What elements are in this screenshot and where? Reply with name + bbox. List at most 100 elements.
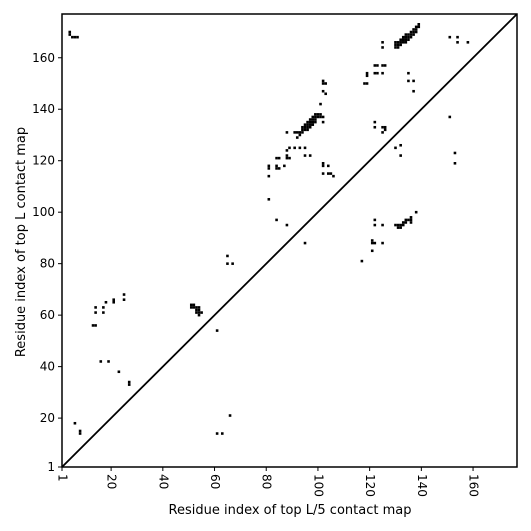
contact-point [127,383,131,386]
contact-point [404,33,408,36]
contact-point [414,210,418,214]
contact-point [303,241,307,245]
contact-point [215,329,219,332]
contact-point [277,156,281,160]
x-tick-label: 80 [260,474,274,489]
contact-point [396,223,400,227]
contact-point [409,218,413,222]
contact-point [127,380,131,384]
contact-point [71,35,74,39]
contact-point [226,254,229,258]
y-tick-label: 80 [40,257,55,271]
contact-point [404,38,408,42]
contact-point [381,46,384,49]
contact-point [401,35,405,39]
contact-point [117,370,121,374]
contact-point [122,293,126,296]
contact-point [197,313,201,317]
contact-point [288,156,291,160]
contact-point [383,128,387,132]
contact-point [401,38,405,42]
contact-point [381,131,384,134]
contact-point [78,432,82,435]
contact-point [417,23,421,26]
contact-point [285,223,289,227]
contact-point [373,120,377,124]
contact-point [303,125,307,129]
contact-point [394,223,397,227]
contact-point [220,432,224,435]
contact-point [448,115,452,119]
contact-point [409,35,413,39]
contact-point [373,64,377,67]
contact-point [399,43,402,47]
contact-point [68,33,72,36]
contact-point [399,143,402,147]
contact-point [404,35,408,39]
contact-point [91,324,95,327]
contact-point [399,38,402,42]
contact-point [373,125,377,129]
contact-point [414,25,418,29]
contact-point [414,28,418,31]
contact-point [306,120,309,124]
contact-point [396,43,400,47]
contact-point [288,146,291,150]
contact-point [394,146,397,150]
contact-point [295,136,299,139]
y-tick-label: 1 [47,460,55,474]
contact-point [376,71,379,75]
contact-point [189,303,193,307]
x-tick-label: 20 [105,474,119,489]
contact-point [267,164,271,168]
contact-point [102,306,105,309]
contact-point [394,41,397,44]
contact-point [73,421,77,425]
contact-point [370,249,374,253]
contact-point [308,154,312,157]
contact-point [122,298,126,301]
x-tick-label: 40 [156,474,170,489]
contact-point [365,82,369,85]
contact-point [383,125,387,129]
contact-point [407,38,410,42]
contact-point [399,41,402,44]
contact-point [301,131,304,134]
contact-point [306,125,309,129]
contact-point [326,172,330,175]
contact-point [308,125,312,129]
contact-point [399,223,402,227]
contact-point [104,300,108,304]
contact-point [412,89,415,93]
contact-point [412,33,415,36]
contact-point [76,35,79,39]
contact-point [412,79,415,83]
contact-point [275,156,278,160]
contact-point [401,41,405,44]
contact-point [381,64,384,67]
contact-point [409,33,413,36]
contact-point [68,30,72,34]
contact-point [301,125,304,129]
contact-point [453,151,457,155]
contact-point [99,360,103,363]
contact-point [283,164,286,168]
contact-point [306,128,309,132]
y-tick-label: 40 [40,360,55,374]
y-axis-label: Residue index of top L contact map [14,127,29,357]
contact-point [407,218,410,222]
contact-point [192,303,196,307]
contact-point [401,221,405,224]
x-tick-label: 1 [56,474,70,482]
diagonal-line [61,13,518,468]
contact-point [215,432,219,435]
contact-point [267,198,271,201]
x-tick-label: 120 [363,474,377,497]
contact-point [314,118,317,121]
contact-point [381,71,384,75]
contact-point [399,154,402,157]
contact-point [94,311,97,314]
contact-point [381,125,384,129]
contact-point [396,226,400,229]
